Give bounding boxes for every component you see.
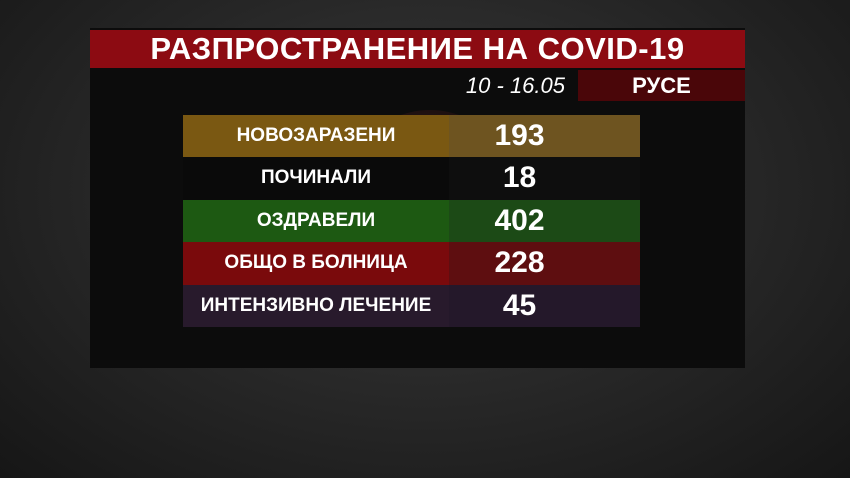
stat-label: НОВОЗАРАЗЕНИ <box>183 115 449 158</box>
stat-row-deaths: ПОЧИНАЛИ 18 <box>183 157 640 200</box>
stat-value: 45 <box>449 284 640 327</box>
stat-value: 402 <box>449 199 640 243</box>
stats-table: НОВОЗАРАЗЕНИ 193 ПОЧИНАЛИ 18 ОЗДРАВЕЛИ 4… <box>183 115 640 327</box>
date-range: 10 - 16.05 <box>465 73 565 98</box>
stat-label: ПОЧИНАЛИ <box>183 157 449 200</box>
stat-label: ОЗДРАВЕЛИ <box>183 199 449 243</box>
city-label: РУСЕ <box>578 70 745 101</box>
title-bar: РАЗПРОСТРАНЕНИЕ НА COVID-19 <box>90 30 745 68</box>
stat-value: 193 <box>449 115 640 158</box>
stat-row-recovered: ОЗДРАВЕЛИ 402 <box>183 199 640 243</box>
stat-row-intensive-care: ИНТЕНЗИВНО ЛЕЧЕНИЕ 45 <box>183 284 640 327</box>
stat-label: ИНТЕНЗИВНО ЛЕЧЕНИЕ <box>183 284 449 327</box>
stat-row-new-cases: НОВОЗАРАЗЕНИ 193 <box>183 115 640 158</box>
stat-label: ОБЩО В БОЛНИЦА <box>183 242 449 285</box>
stat-row-hospitalized: ОБЩО В БОЛНИЦА 228 <box>183 242 640 285</box>
stat-value: 18 <box>449 157 640 200</box>
stat-value: 228 <box>449 242 640 285</box>
